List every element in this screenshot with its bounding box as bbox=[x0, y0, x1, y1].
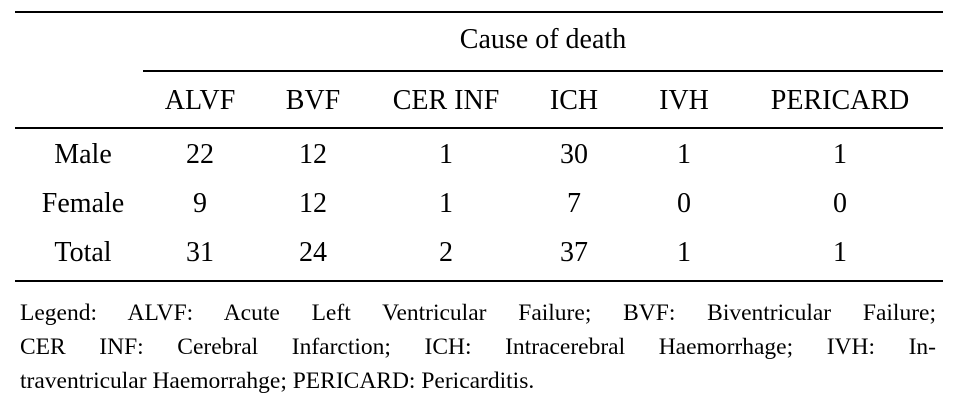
table-cell: 1 bbox=[439, 188, 453, 219]
table-cell: 0 bbox=[677, 188, 691, 219]
table-cell: 30 bbox=[560, 139, 588, 170]
table-cell: 1 bbox=[677, 237, 691, 268]
table-cell: 7 bbox=[567, 188, 581, 219]
table-legend: Legend: ALVF: Acute Left Ventricular Fai… bbox=[20, 296, 936, 398]
column-header: ALVF bbox=[164, 85, 236, 116]
column-header: CER INF bbox=[392, 85, 500, 116]
table-cell: 12 bbox=[299, 188, 327, 219]
row-label: Total bbox=[54, 237, 112, 268]
table-cell: 1 bbox=[439, 139, 453, 170]
table-cell: 1 bbox=[833, 139, 847, 170]
table-cell: 1 bbox=[833, 237, 847, 268]
column-header: PERICARD bbox=[770, 85, 910, 116]
table-top-rule bbox=[15, 11, 943, 13]
table-cell: 31 bbox=[186, 237, 214, 268]
column-header: ICH bbox=[549, 85, 599, 116]
table-cell: 24 bbox=[299, 237, 327, 268]
table-bottom-rule bbox=[15, 280, 943, 282]
table-cell: 37 bbox=[560, 237, 588, 268]
column-header: IVH bbox=[659, 85, 709, 116]
legend-line: traventricular Haemorrahge; PERICARD: Pe… bbox=[20, 368, 535, 394]
table-cell: 22 bbox=[186, 139, 214, 170]
table-cell: 2 bbox=[439, 237, 453, 268]
row-label: Male bbox=[54, 139, 112, 170]
row-label: Female bbox=[41, 188, 125, 219]
table-cell: 12 bbox=[299, 139, 327, 170]
table-cell: 9 bbox=[193, 188, 207, 219]
spanner-rule bbox=[143, 70, 943, 72]
table-cell: 0 bbox=[833, 188, 847, 219]
header-bottom-rule bbox=[15, 127, 943, 129]
spanner-header: Cause of death bbox=[459, 24, 627, 55]
legend-line: Legend: ALVF: Acute Left Ventricular Fai… bbox=[20, 300, 936, 326]
table-cell: 1 bbox=[677, 139, 691, 170]
column-header: BVF bbox=[285, 85, 341, 116]
legend-line: CER INF: Cerebral Infarction; ICH: Intra… bbox=[20, 334, 936, 360]
